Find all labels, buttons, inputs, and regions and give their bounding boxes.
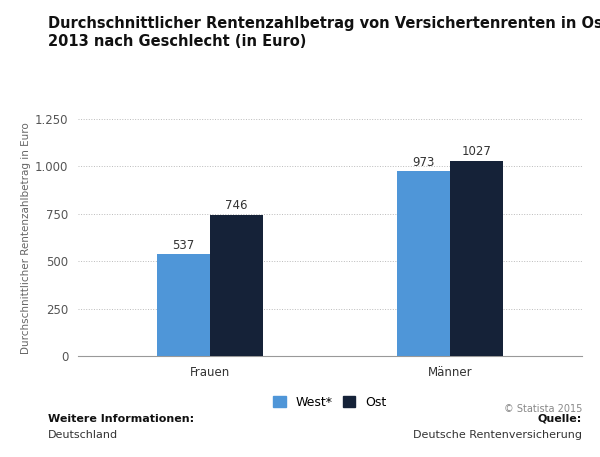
- Text: 2013 nach Geschlecht (in Euro): 2013 nach Geschlecht (in Euro): [48, 34, 307, 49]
- Text: © Statista 2015: © Statista 2015: [503, 404, 582, 414]
- Bar: [397, 171, 450, 356]
- Text: Durchschnittlicher Rentenzahlbetrag von Versichertenrenten in Ost und West im Ja: Durchschnittlicher Rentenzahlbetrag von …: [48, 16, 600, 31]
- Text: 1027: 1027: [461, 145, 491, 159]
- Text: 973: 973: [412, 156, 435, 169]
- Y-axis label: Durchschnittlicher Rentenzahlbetrag in Euro: Durchschnittlicher Rentenzahlbetrag in E…: [20, 122, 31, 354]
- Text: Weitere Informationen:: Weitere Informationen:: [48, 414, 194, 424]
- Legend: West*, Ost: West*, Ost: [274, 396, 386, 409]
- Text: Deutsche Rentenversicherung: Deutsche Rentenversicherung: [413, 430, 582, 441]
- Bar: [450, 161, 503, 356]
- Text: Deutschland: Deutschland: [48, 430, 118, 441]
- Text: 537: 537: [172, 239, 195, 251]
- Text: 746: 746: [225, 199, 248, 212]
- Bar: [210, 215, 263, 356]
- Bar: [157, 255, 210, 356]
- Text: Quelle:: Quelle:: [538, 414, 582, 424]
